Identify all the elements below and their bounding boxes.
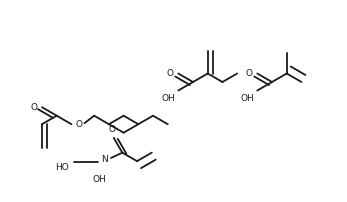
Text: O: O — [31, 103, 37, 112]
Text: O: O — [76, 120, 83, 129]
Text: O: O — [108, 125, 115, 134]
Text: OH: OH — [161, 94, 175, 103]
Text: O: O — [167, 69, 174, 78]
Text: N: N — [102, 156, 108, 164]
Text: OH: OH — [240, 94, 254, 103]
Text: OH: OH — [92, 176, 106, 184]
Text: HO: HO — [55, 162, 69, 171]
Text: O: O — [246, 69, 253, 78]
